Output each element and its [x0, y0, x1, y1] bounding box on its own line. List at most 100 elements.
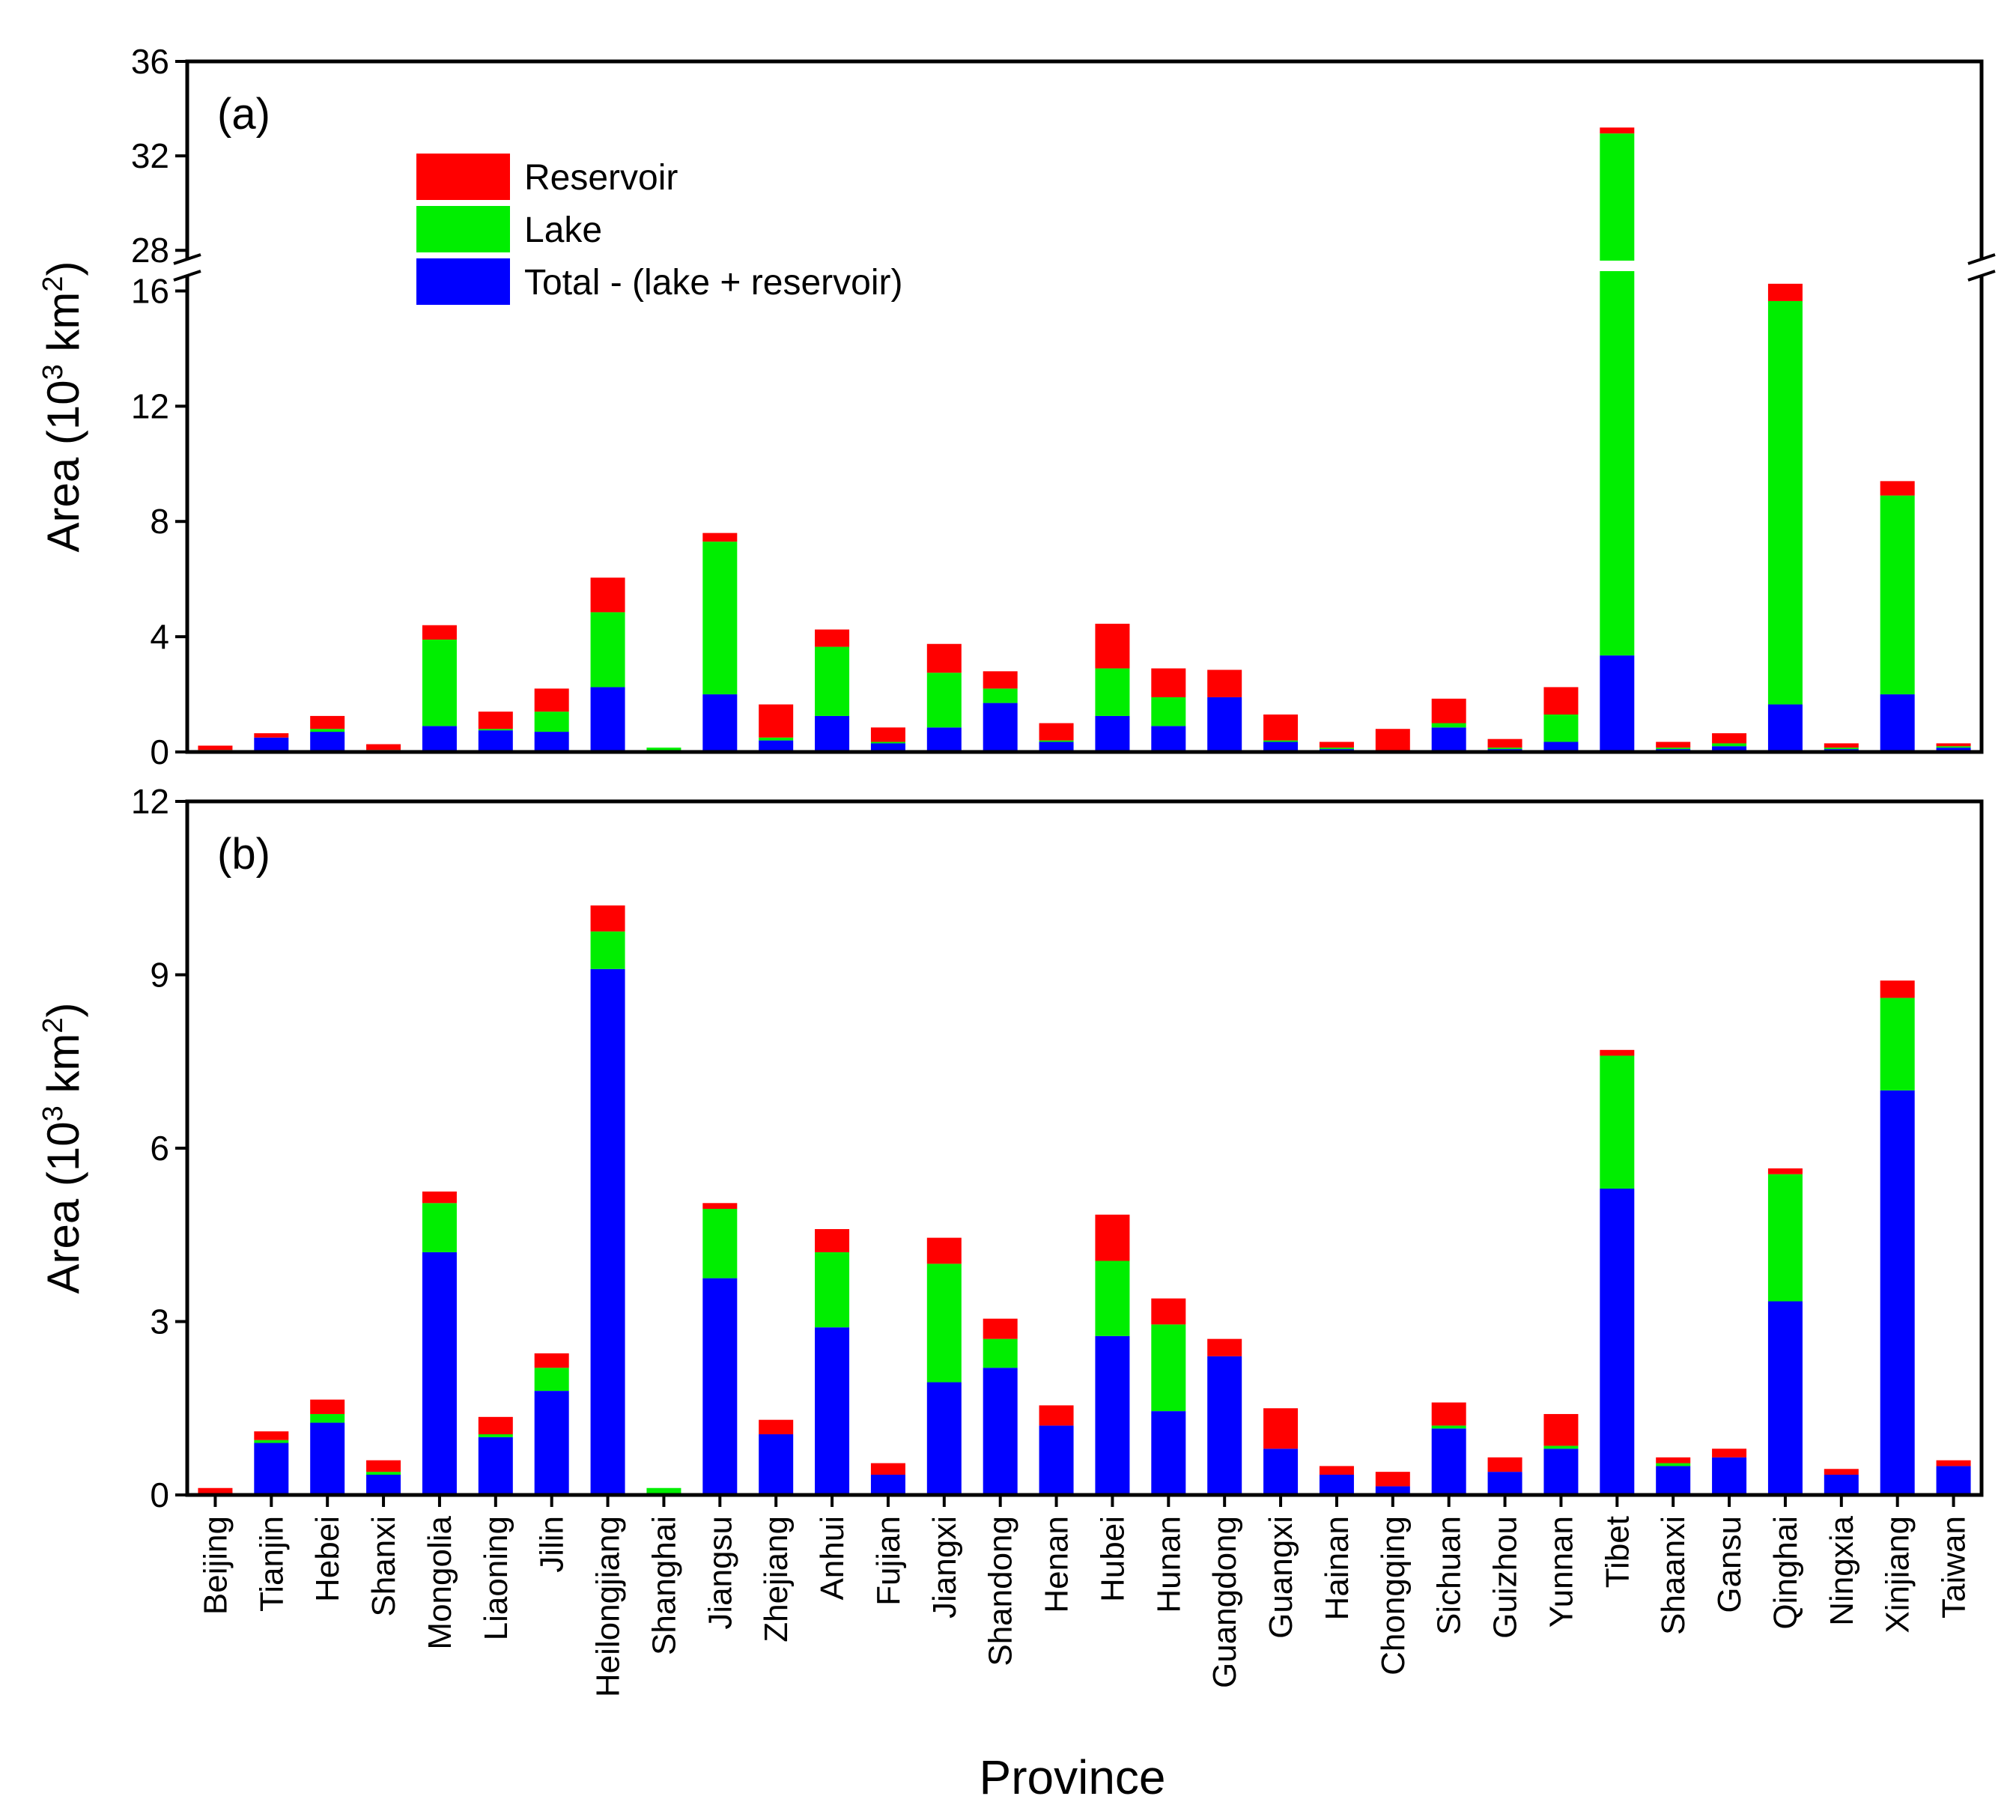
axis-break-mark	[173, 270, 201, 282]
bar-segment	[926, 1237, 962, 1264]
bar-segment	[1656, 1463, 1691, 1466]
x-category-label: Guangxi	[1263, 1516, 1299, 1639]
bar-segment	[1767, 1174, 1803, 1302]
bar-segment	[590, 905, 625, 932]
bar-segment	[1151, 697, 1186, 727]
bar-segment	[534, 732, 569, 752]
x-category-label: Hunan	[1150, 1516, 1187, 1613]
bar-segment	[366, 1474, 401, 1495]
axis-break-gap-right	[1968, 259, 1995, 276]
panel-a-label: (a)	[217, 90, 270, 139]
x-category-label: Chongqing	[1375, 1516, 1412, 1675]
y-tick-label: 12	[131, 386, 169, 425]
bar-segment	[422, 1191, 457, 1204]
x-category-label: Beijing	[197, 1516, 234, 1615]
bar-segment	[759, 737, 794, 741]
x-category-label: Hainan	[1319, 1516, 1355, 1620]
bar-segment	[422, 1252, 457, 1495]
legend-swatch-total	[416, 258, 510, 305]
bar-segment	[1656, 1466, 1691, 1495]
bar-segment	[422, 625, 457, 640]
y-tick-label: 0	[150, 732, 169, 771]
bar-segment	[1543, 687, 1579, 715]
bar-segment	[815, 629, 850, 647]
bar-segment	[478, 712, 513, 729]
bar-segment	[646, 747, 681, 751]
bar-segment	[1039, 741, 1074, 752]
bar-segment	[1543, 1446, 1579, 1449]
bar-segment	[1543, 1413, 1579, 1446]
bar-segment	[1656, 747, 1691, 750]
panel-b-bars	[198, 905, 1971, 1495]
axis-break-mark	[1967, 270, 1996, 282]
bar-segment	[983, 1318, 1018, 1339]
bar-segment	[1880, 1090, 1915, 1495]
bar-segment	[1319, 747, 1354, 750]
x-category-label: Qinghai	[1767, 1516, 1804, 1630]
x-category-label: Shanxi	[365, 1516, 402, 1617]
y-tick-label: 9	[150, 956, 169, 995]
legend: Reservoir Lake Total - (lake + reservoir…	[416, 154, 902, 305]
x-category-label: Shandong	[983, 1516, 1019, 1666]
panel-b-label: (b)	[217, 830, 270, 879]
x-category-label: Zhejiang	[758, 1516, 795, 1642]
bar-segment	[534, 712, 569, 732]
bar-segment	[1431, 723, 1466, 728]
x-category-label: Tianjin	[253, 1516, 290, 1612]
bar-segment	[310, 732, 345, 752]
bar-segment	[926, 673, 962, 728]
bar-segment	[1039, 723, 1074, 741]
bar-segment	[1712, 1449, 1747, 1457]
bar-segment	[870, 727, 905, 742]
x-category-label: Fujian	[870, 1516, 907, 1606]
bar-segment	[1431, 698, 1466, 724]
bar-segment	[1263, 741, 1299, 752]
bar-segment	[478, 730, 513, 752]
bar-segment	[702, 694, 738, 752]
bar-segment	[478, 729, 513, 731]
x-category-label: Mongolia	[422, 1515, 458, 1649]
y-tick-label: 28	[131, 231, 169, 270]
x-category-label: Anhui	[814, 1516, 851, 1601]
bar-segment	[1712, 746, 1747, 752]
bar-segment	[815, 715, 850, 752]
bar-segment	[1824, 1474, 1859, 1495]
bar-segment	[702, 1278, 738, 1495]
legend-label-total: Total - (lake + reservoir)	[524, 263, 902, 303]
bar-segment	[646, 1487, 681, 1494]
bar-segment	[534, 1391, 569, 1495]
bar-segment	[478, 1437, 513, 1495]
bar-segment	[759, 1434, 794, 1495]
bar-segment	[422, 726, 457, 752]
bar-segment	[478, 1434, 513, 1437]
bar-segment	[1824, 747, 1859, 750]
bar-segment	[1039, 1405, 1074, 1426]
bar-segment	[1656, 1457, 1691, 1463]
bar-segment	[590, 931, 625, 969]
bar-segment	[1600, 127, 1635, 134]
bar-segment	[1936, 1460, 1971, 1466]
x-axis-title: Province	[980, 1750, 1166, 1804]
x-category-label: Guizhou	[1487, 1516, 1524, 1639]
bar-segment	[1263, 740, 1299, 742]
bar-segment	[422, 1203, 457, 1252]
bar-segment	[366, 1460, 401, 1472]
bar-segment	[1151, 1298, 1186, 1325]
bar-segment	[1095, 1335, 1130, 1495]
bar-segment	[983, 688, 1018, 703]
bar-segment	[534, 1353, 569, 1368]
bar-segment	[926, 727, 962, 752]
bar-segment	[1936, 743, 1971, 747]
bar-segment	[1712, 732, 1747, 744]
bar-segment	[1151, 668, 1186, 697]
bar-segment	[1487, 1457, 1522, 1472]
bar-segment	[1712, 743, 1747, 747]
panel-b-frame	[185, 799, 1984, 1497]
bar-segment	[534, 1368, 569, 1392]
y-tick-label: 8	[150, 502, 169, 541]
bar-segment	[1767, 704, 1803, 752]
x-category-label: Gansu	[1711, 1516, 1748, 1613]
bar-segment	[1824, 1469, 1859, 1475]
